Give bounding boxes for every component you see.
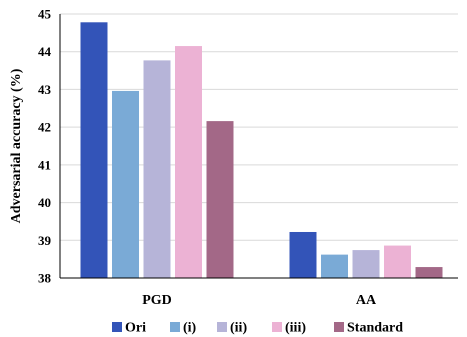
bar-pgd-5 bbox=[206, 121, 234, 278]
y-tick-label: 45 bbox=[38, 7, 52, 22]
x-category-label: PGD bbox=[142, 293, 172, 308]
bar-aa-1 bbox=[289, 231, 317, 278]
bar-pgd-4 bbox=[175, 46, 202, 278]
legend: Ori (i) (ii) (iii) Standard bbox=[112, 321, 403, 336]
bar-aa-5 bbox=[415, 267, 443, 278]
legend-swatch bbox=[170, 322, 180, 332]
y-tick-label: 39 bbox=[38, 233, 52, 248]
legend-label: (iii) bbox=[285, 321, 306, 336]
x-category-label: AA bbox=[356, 293, 377, 308]
legend-label: (ii) bbox=[230, 321, 247, 336]
legend-label: Ori bbox=[125, 321, 146, 336]
bar-aa-2 bbox=[321, 254, 348, 278]
y-tick-label: 38 bbox=[38, 271, 52, 286]
y-tick-labels: 38 39 40 41 42 43 44 45 bbox=[38, 7, 52, 286]
y-tick-label: 43 bbox=[38, 82, 52, 97]
x-category-labels: PGD AA bbox=[142, 293, 377, 308]
bar-aa-4 bbox=[384, 245, 411, 278]
bars bbox=[80, 22, 443, 279]
y-tick-label: 41 bbox=[38, 157, 51, 172]
bar-pgd-2 bbox=[112, 90, 139, 279]
y-tick-label: 44 bbox=[38, 44, 52, 59]
bar-pgd-1 bbox=[80, 22, 108, 278]
y-tick-label: 42 bbox=[38, 120, 51, 135]
legend-swatch bbox=[334, 322, 344, 332]
legend-swatch bbox=[217, 322, 227, 332]
legend-label: Standard bbox=[347, 321, 403, 336]
y-tick-label: 40 bbox=[38, 195, 51, 210]
legend-swatch bbox=[272, 322, 282, 332]
bar-pgd-3 bbox=[143, 60, 171, 278]
y-axis-label: Adversarial accuracy (%) bbox=[9, 68, 24, 223]
legend-label: (i) bbox=[183, 321, 197, 336]
legend-swatch bbox=[112, 322, 122, 332]
bar-aa-3 bbox=[352, 250, 380, 278]
